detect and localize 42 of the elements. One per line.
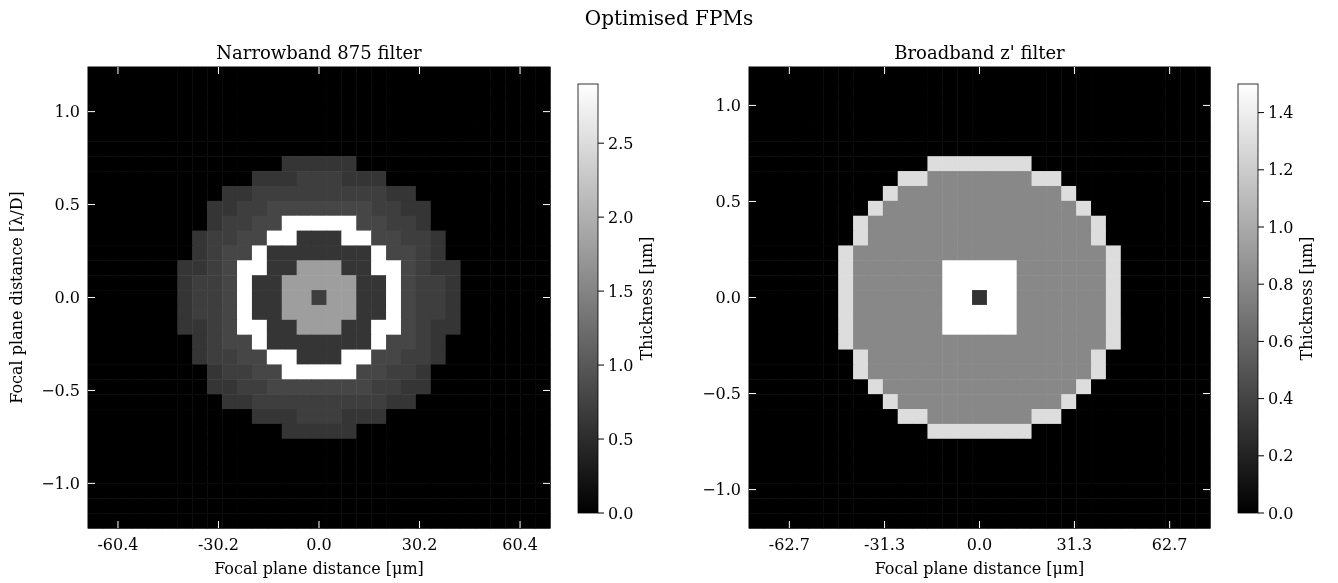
x-tick-label: -60.4 — [97, 535, 139, 554]
color-bar-label: 0.2 — [1268, 446, 1294, 466]
color-bar-title: Thickness [μm] — [1297, 236, 1316, 361]
x-tick-label: 62.7 — [1151, 535, 1188, 554]
color-bar-label: 2.0 — [608, 207, 634, 227]
y-tick-label: 0.0 — [54, 288, 80, 308]
x-tick-label: 0.0 — [306, 535, 332, 554]
color-bar-label: 0.0 — [608, 503, 634, 523]
color-bar-label: 1.5 — [608, 281, 634, 301]
x-axis-title: Focal plane distance [μm] — [214, 559, 424, 578]
y-tick-label: 0.0 — [715, 288, 741, 308]
x-tick-label: -30.2 — [197, 535, 239, 554]
x-tick-label: 60.4 — [502, 535, 538, 554]
y-axis-title: Focal plane distance [λ/D] — [7, 191, 26, 404]
x-tick-label: 0.0 — [966, 535, 993, 554]
color-bar-label: 0.5 — [608, 429, 634, 449]
chart-title: Broadband z' filter — [894, 42, 1066, 63]
x-tick-label: 31.3 — [1056, 535, 1093, 554]
color-bar-title: Thickness [μm] — [637, 236, 656, 361]
color-bar-label: 2.5 — [608, 133, 634, 153]
x-tick-label: -62.7 — [768, 535, 810, 554]
y-tick-label: 0.5 — [54, 195, 80, 215]
y-tick-label: −1.0 — [41, 473, 80, 493]
color-bar-label: 1.0 — [1268, 217, 1294, 237]
x-axis-title: Focal plane distance [μm] — [874, 559, 1085, 578]
color-bar-label: 1.0 — [608, 355, 634, 375]
color-bar-label: 0.4 — [1268, 389, 1294, 409]
y-tick-label: 1.0 — [54, 102, 80, 122]
y-tick-label: −0.5 — [41, 381, 80, 401]
chart-title: Narrowband 875 filter — [216, 42, 423, 63]
color-bar-label: 1.4 — [1268, 103, 1294, 123]
color-bar-label: 1.2 — [1268, 160, 1294, 180]
text: Optimised FPMs — [584, 6, 754, 30]
y-tick-label: −1.0 — [702, 480, 741, 500]
y-tick-label: 0.5 — [715, 192, 741, 212]
y-tick-label: 1.0 — [715, 96, 741, 116]
x-tick-label: 30.2 — [401, 535, 438, 554]
color-bar-label: 0.0 — [1268, 503, 1294, 523]
x-tick-label: -31.3 — [864, 535, 906, 554]
color-bar-label: 0.8 — [1268, 274, 1294, 294]
y-tick-label: −0.5 — [702, 384, 741, 404]
color-bar-label: 0.6 — [1268, 332, 1294, 351]
